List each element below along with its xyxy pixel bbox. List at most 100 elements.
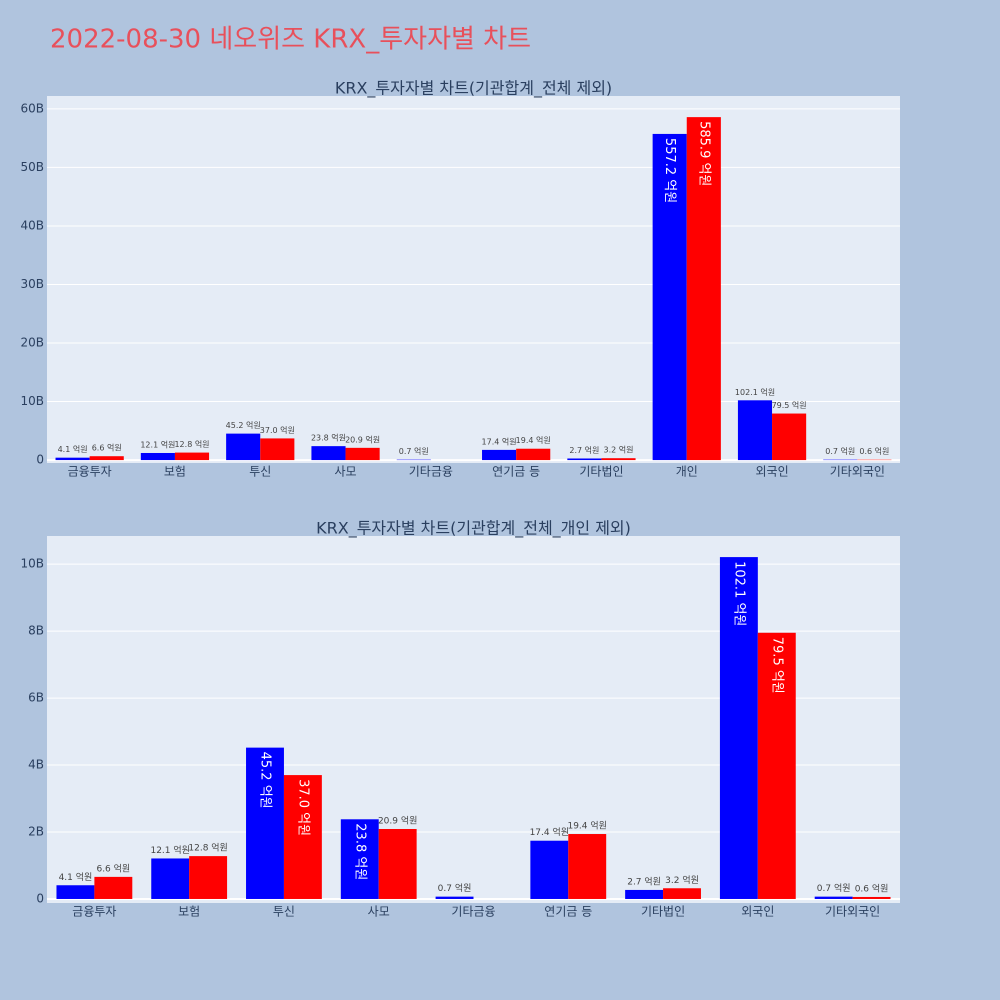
x-tick-label: 투신 bbox=[249, 465, 271, 479]
x-tick-label: 기타법인 bbox=[579, 465, 623, 479]
data-label: 19.4 억원 bbox=[567, 820, 606, 832]
bar bbox=[55, 457, 90, 461]
data-label: 12.1 억원 bbox=[140, 439, 175, 449]
data-label: 79.5 억원 bbox=[769, 637, 784, 694]
bar bbox=[246, 747, 284, 899]
data-label: 2.7 억원 bbox=[627, 875, 661, 887]
bar bbox=[140, 452, 175, 461]
bar bbox=[174, 452, 210, 461]
page-title: 2022-08-30 네오위즈 KRX_투자자별 차트 bbox=[50, 25, 531, 55]
bar bbox=[663, 888, 701, 899]
data-label: 0.7 억원 bbox=[817, 882, 851, 894]
bar bbox=[56, 885, 95, 899]
y-tick-label: 0 bbox=[36, 891, 44, 905]
x-tick-label: 보험 bbox=[164, 465, 186, 479]
x-tick-label: 외국인 bbox=[741, 905, 774, 919]
data-label: 79.5 억원 bbox=[772, 400, 807, 410]
bar bbox=[482, 449, 517, 461]
x-tick-label: 개인 bbox=[676, 465, 698, 479]
y-tick-label: 0 bbox=[36, 453, 44, 467]
data-label: 6.6 억원 bbox=[92, 443, 122, 453]
x-tick-label: 투신 bbox=[273, 905, 295, 919]
x-tick-label: 기타외국인 bbox=[825, 905, 880, 919]
x-tick-label: 외국인 bbox=[755, 465, 788, 479]
data-label: 6.6 억원 bbox=[96, 862, 130, 874]
data-label: 17.4 억원 bbox=[530, 826, 569, 838]
data-label: 0.7 억원 bbox=[438, 882, 472, 894]
x-tick-label: 기타금융 bbox=[409, 465, 453, 479]
bar bbox=[435, 896, 474, 899]
bar bbox=[151, 858, 190, 899]
bar bbox=[719, 557, 758, 899]
y-tick-label: 60B bbox=[20, 101, 44, 115]
bar bbox=[686, 117, 721, 461]
chart-title: KRX_투자자별 차트(기관합계_전체_개인 제외) bbox=[316, 519, 631, 539]
bar bbox=[345, 447, 380, 461]
data-label: 45.2 억원 bbox=[226, 420, 261, 430]
bar bbox=[772, 413, 807, 461]
data-label: 23.8 억원 bbox=[352, 823, 367, 880]
y-tick-label: 2B bbox=[28, 825, 44, 839]
data-label: 3.2 억원 bbox=[665, 874, 699, 886]
bar bbox=[260, 438, 295, 461]
data-label: 585.9 억원 bbox=[696, 121, 711, 186]
x-tick-label: 기타외국인 bbox=[830, 465, 885, 479]
bar bbox=[567, 458, 602, 461]
data-label: 0.7 억원 bbox=[825, 446, 855, 456]
data-label: 20.9 억원 bbox=[378, 814, 417, 826]
bar bbox=[568, 834, 607, 899]
y-tick-label: 10B bbox=[20, 557, 44, 571]
y-tick-label: 30B bbox=[20, 277, 44, 291]
bar bbox=[601, 458, 636, 461]
y-tick-label: 50B bbox=[20, 160, 44, 174]
data-label: 102.1 억원 bbox=[735, 387, 775, 397]
bar bbox=[283, 775, 322, 899]
chart-title: KRX_투자자별 차트(기관합계_전체 제외) bbox=[335, 79, 612, 99]
x-tick-label: 금융투자 bbox=[68, 465, 112, 479]
data-label: 0.6 억원 bbox=[859, 446, 889, 456]
data-label: 102.1 억원 bbox=[731, 561, 746, 626]
y-tick-label: 10B bbox=[20, 394, 44, 408]
y-tick-label: 4B bbox=[28, 758, 44, 772]
data-label: 12.8 억원 bbox=[174, 439, 209, 449]
x-tick-label: 금융투자 bbox=[72, 905, 116, 919]
bar bbox=[757, 632, 796, 899]
bar bbox=[814, 896, 853, 899]
data-label: 17.4 억원 bbox=[482, 436, 517, 446]
y-tick-label: 6B bbox=[28, 691, 44, 705]
x-tick-label: 기타금융 bbox=[451, 905, 495, 919]
bar bbox=[625, 889, 664, 899]
data-label: 2.7 억원 bbox=[569, 445, 599, 455]
data-label: 3.2 억원 bbox=[604, 445, 634, 455]
x-tick-label: 기타법인 bbox=[641, 905, 685, 919]
data-label: 12.8 억원 bbox=[188, 842, 227, 854]
bar bbox=[516, 448, 551, 461]
data-label: 12.1 억원 bbox=[150, 844, 189, 856]
data-label: 23.8 억원 bbox=[311, 433, 346, 443]
data-label: 20.9 억원 bbox=[345, 434, 380, 444]
data-label: 45.2 억원 bbox=[257, 752, 272, 809]
bar bbox=[378, 828, 417, 899]
bar bbox=[189, 856, 228, 899]
x-tick-label: 연기금 등 bbox=[492, 465, 540, 479]
x-tick-label: 연기금 등 bbox=[544, 905, 592, 919]
data-label: 37.0 억원 bbox=[260, 425, 295, 435]
bar bbox=[340, 819, 379, 899]
data-label: 557.2 억원 bbox=[662, 138, 677, 203]
bar bbox=[89, 456, 124, 461]
bar bbox=[737, 400, 773, 461]
x-tick-label: 사모 bbox=[335, 465, 357, 479]
bar bbox=[530, 840, 569, 899]
y-tick-label: 20B bbox=[20, 336, 44, 350]
bar bbox=[652, 133, 687, 461]
data-label: 0.7 억원 bbox=[399, 446, 429, 456]
data-label: 19.4 억원 bbox=[516, 435, 551, 445]
bar bbox=[852, 896, 891, 899]
bar bbox=[94, 876, 133, 899]
x-tick-label: 사모 bbox=[368, 905, 390, 919]
data-label: 4.1 억원 bbox=[58, 444, 88, 454]
data-label: 37.0 억원 bbox=[295, 779, 310, 836]
data-label: 0.6 억원 bbox=[855, 882, 889, 894]
bar bbox=[311, 446, 346, 461]
